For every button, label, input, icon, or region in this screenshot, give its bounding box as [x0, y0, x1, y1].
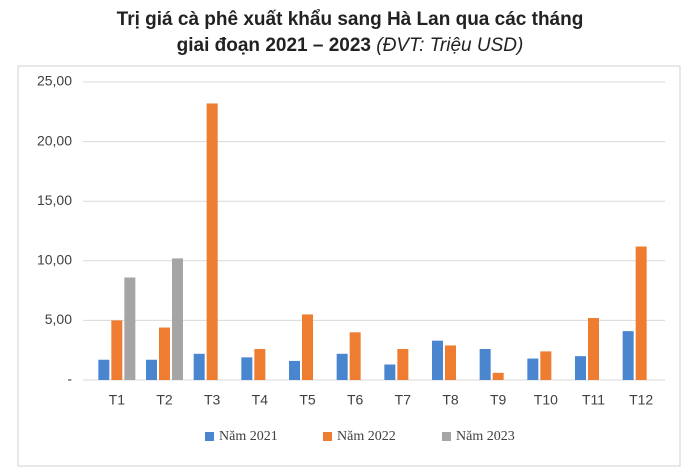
chart-title: Trị giá cà phê xuất khẩu sang Hà Lan qua…	[117, 9, 584, 30]
bar	[111, 320, 123, 380]
bar	[254, 349, 266, 380]
bar	[588, 318, 599, 380]
x-tick-label: T1	[109, 392, 126, 408]
bar	[193, 353, 205, 380]
unit: (ĐVT: Triệu USD)	[376, 35, 523, 56]
bar	[540, 351, 552, 380]
bar	[124, 277, 136, 380]
bar	[349, 332, 361, 380]
bar	[146, 359, 157, 380]
legend-label: Năm 2023	[456, 429, 515, 444]
x-tick-label: T5	[299, 392, 316, 408]
x-tick-label: T8	[442, 392, 459, 408]
bar	[384, 364, 396, 380]
bar	[575, 356, 586, 380]
y-tick-label: 5,00	[45, 311, 72, 327]
bar	[159, 327, 170, 380]
x-tick-label: T3	[204, 392, 221, 408]
bar	[336, 353, 348, 380]
bar	[302, 314, 313, 380]
plot-frame	[17, 65, 681, 467]
bar	[206, 103, 218, 381]
legend-label: Năm 2022	[337, 429, 396, 444]
x-tick-label: T2	[156, 392, 173, 408]
bar	[172, 258, 183, 380]
legend-swatch	[205, 432, 214, 441]
y-tick-label: -	[67, 371, 72, 387]
bar	[527, 358, 539, 380]
x-tick-label: T12	[629, 392, 653, 408]
y-tick-label: 10,00	[37, 252, 72, 268]
legend-swatch	[442, 432, 451, 441]
bar	[289, 360, 300, 380]
x-tick-label: T9	[490, 392, 507, 408]
bar	[479, 349, 491, 380]
bar	[622, 331, 634, 380]
bar	[98, 359, 110, 380]
bar	[635, 246, 647, 380]
bar	[432, 340, 443, 380]
bar	[241, 357, 253, 380]
bar	[445, 345, 456, 380]
chart-title: giai đoạn 2021 – 2023 (ĐVT: Triệu USD)	[177, 35, 524, 56]
legend-swatch	[323, 432, 332, 441]
x-tick-label: T11	[582, 392, 605, 408]
bar	[492, 372, 504, 380]
chart-title-line: giai đoạn 2021 – 2023	[177, 35, 371, 56]
y-tick-label: 15,00	[37, 192, 72, 208]
y-tick-label: 20,00	[37, 132, 72, 148]
x-tick-label: T7	[395, 392, 412, 408]
x-tick-label: T10	[534, 392, 558, 408]
legend-label: Năm 2021	[219, 429, 278, 444]
x-tick-label: T6	[347, 392, 364, 408]
y-tick-label: 25,00	[37, 73, 72, 89]
x-tick-label: T4	[252, 392, 269, 408]
bar	[397, 349, 409, 380]
